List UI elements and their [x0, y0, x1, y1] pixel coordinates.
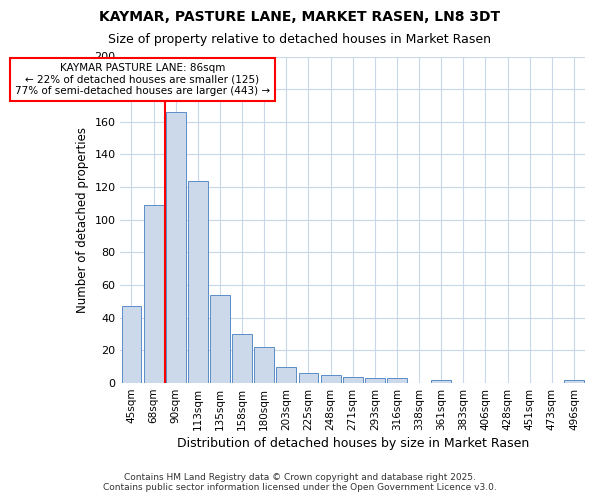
- Text: Size of property relative to detached houses in Market Rasen: Size of property relative to detached ho…: [109, 32, 491, 46]
- Bar: [122, 306, 142, 383]
- Bar: [166, 112, 185, 383]
- Bar: [387, 378, 407, 383]
- Bar: [431, 380, 451, 383]
- Bar: [143, 205, 164, 383]
- Bar: [254, 347, 274, 383]
- Bar: [564, 380, 584, 383]
- Text: Contains HM Land Registry data © Crown copyright and database right 2025.
Contai: Contains HM Land Registry data © Crown c…: [103, 473, 497, 492]
- Bar: [277, 366, 296, 383]
- Bar: [232, 334, 252, 383]
- Y-axis label: Number of detached properties: Number of detached properties: [76, 127, 89, 313]
- Bar: [299, 374, 319, 383]
- Bar: [320, 375, 341, 383]
- Bar: [210, 295, 230, 383]
- Bar: [343, 376, 362, 383]
- Bar: [365, 378, 385, 383]
- Text: KAYMAR, PASTURE LANE, MARKET RASEN, LN8 3DT: KAYMAR, PASTURE LANE, MARKET RASEN, LN8 …: [100, 10, 500, 24]
- Text: KAYMAR PASTURE LANE: 86sqm
← 22% of detached houses are smaller (125)
77% of sem: KAYMAR PASTURE LANE: 86sqm ← 22% of deta…: [15, 63, 270, 96]
- X-axis label: Distribution of detached houses by size in Market Rasen: Distribution of detached houses by size …: [176, 437, 529, 450]
- Bar: [188, 180, 208, 383]
